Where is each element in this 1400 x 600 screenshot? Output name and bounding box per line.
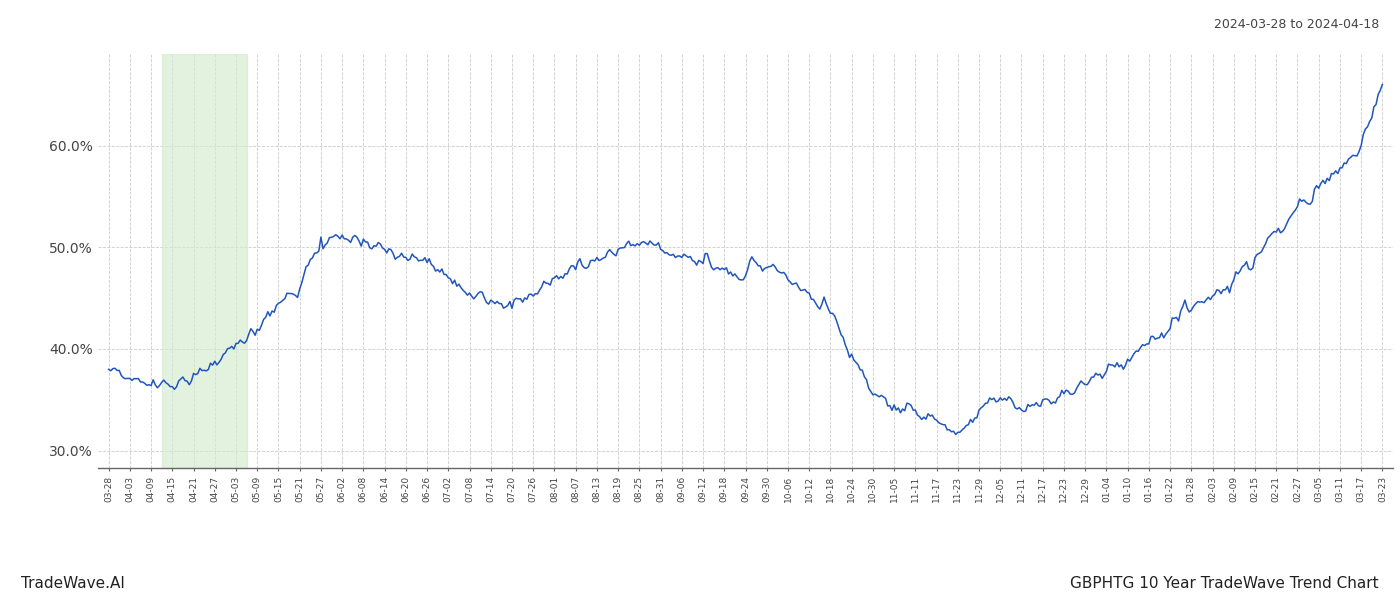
Bar: [161, 54, 246, 468]
Text: GBPHTG 10 Year TradeWave Trend Chart: GBPHTG 10 Year TradeWave Trend Chart: [1071, 576, 1379, 591]
Text: 2024-03-28 to 2024-04-18: 2024-03-28 to 2024-04-18: [1214, 18, 1379, 31]
Text: TradeWave.AI: TradeWave.AI: [21, 576, 125, 591]
